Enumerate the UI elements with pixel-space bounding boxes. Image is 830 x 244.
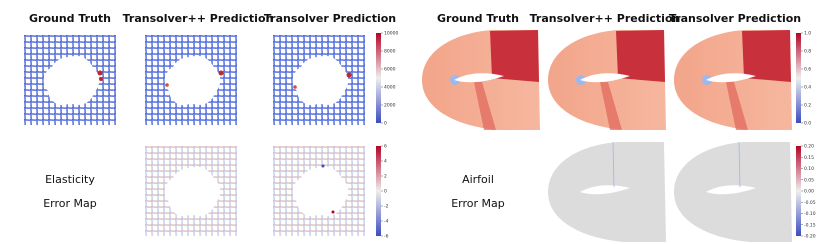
- colorbar-tick-label: 0: [384, 121, 387, 127]
- error-image: [145, 146, 237, 236]
- colorbar-tick-label: 1.0: [804, 31, 811, 37]
- elasticity-image: [273, 35, 365, 125]
- colorbar-tick-label: -0.20: [804, 234, 816, 240]
- row-label: Elasticity: [45, 173, 95, 186]
- colorbar-tick-label: -0.15: [804, 222, 816, 228]
- airfoil-image: [674, 30, 792, 130]
- colorbar-tick-label: 0.6: [804, 67, 811, 73]
- colorbar-tick-label: 4000: [384, 85, 396, 91]
- colorbar-tick-label: 0.00: [804, 189, 814, 195]
- column-title: Ground Truth: [437, 12, 519, 25]
- colorbar: [796, 33, 801, 123]
- colorbar-tick-label: 0.10: [804, 166, 814, 172]
- column-title: Transolver++ Prediction: [123, 12, 274, 25]
- colorbar-tick-label: 8000: [384, 49, 396, 55]
- colorbar-tick-label: 0.05: [804, 177, 814, 183]
- colorbar-tick-label: 0.2: [804, 103, 811, 109]
- colorbar: [376, 146, 381, 236]
- row-label: Error Map: [451, 197, 505, 210]
- left-panel: Ground Truth Transolver++ Prediction Tra…: [24, 12, 396, 236]
- column-title: Transolver Prediction: [669, 12, 801, 25]
- elasticity-image: [145, 35, 237, 125]
- colorbar-tick-label: -0.05: [804, 200, 816, 206]
- column-title: Transolver Prediction: [264, 12, 396, 25]
- colorbar-tick-label: 2000: [384, 103, 396, 109]
- colorbar-tick-label: 0.4: [804, 85, 811, 91]
- colorbar-tick-label: 0: [384, 189, 387, 195]
- colorbar-tick-label: -0.10: [804, 211, 816, 217]
- error-image: [674, 142, 792, 242]
- colorbar-tick-label: 0.15: [804, 155, 814, 161]
- colorbar-tick-label: 0.20: [804, 144, 814, 150]
- colorbar-tick-label: 0.0: [804, 121, 811, 127]
- colorbar: [796, 146, 801, 236]
- colorbar-tick-label: 4: [384, 159, 387, 165]
- colorbar-tick-label: 10000: [384, 31, 398, 37]
- right-panel: Ground Truth Transolver++ Prediction Tra…: [422, 12, 801, 242]
- colorbar-tick-label: 2: [384, 174, 387, 180]
- colorbar-tick-label: 6: [384, 144, 387, 150]
- airfoil-image: [548, 30, 666, 130]
- airfoil-image: [422, 30, 540, 130]
- colorbar-tick-label: -4: [384, 219, 389, 225]
- elasticity-image: [24, 35, 116, 125]
- column-title: Ground Truth: [29, 12, 111, 25]
- colorbar: [376, 33, 381, 123]
- colorbar-tick-label: 6000: [384, 67, 396, 73]
- colorbar-tick-label: 0.8: [804, 49, 811, 55]
- error-image: [273, 146, 365, 236]
- row-label: Error Map: [43, 197, 97, 210]
- row-label: Airfoil: [462, 173, 494, 186]
- colorbar-tick-label: -2: [384, 204, 389, 210]
- error-image: [548, 142, 666, 242]
- colorbar-tick-label: -6: [384, 234, 389, 240]
- column-title: Transolver++ Prediction: [530, 12, 681, 25]
